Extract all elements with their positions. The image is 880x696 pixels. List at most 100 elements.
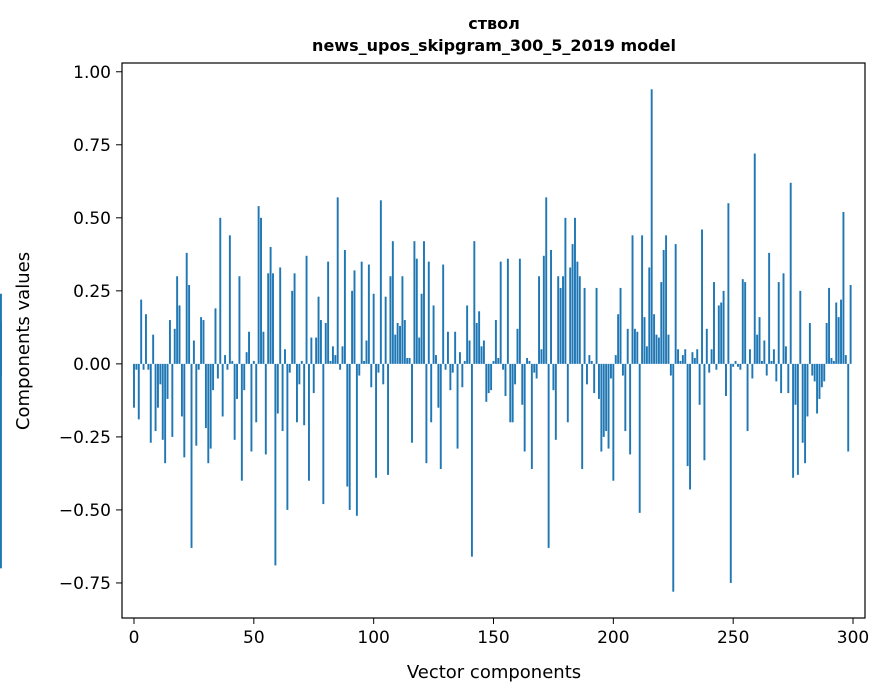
bar (708, 363, 711, 373)
bar (801, 363, 804, 443)
bar (480, 346, 483, 364)
bar (753, 153, 756, 364)
bar (775, 363, 778, 382)
bar (375, 363, 378, 478)
bar (679, 360, 682, 364)
bar (384, 296, 387, 364)
bar (286, 363, 289, 510)
bar (355, 363, 358, 516)
bar (518, 258, 521, 364)
bar (171, 363, 174, 437)
bar (677, 349, 680, 364)
bar (423, 241, 425, 364)
bar (828, 287, 831, 364)
bar (770, 360, 773, 364)
bar (662, 249, 665, 364)
bar (842, 211, 845, 364)
bar (252, 360, 255, 364)
bar (255, 363, 258, 423)
bar (566, 363, 569, 423)
bar (557, 276, 560, 364)
bar (590, 360, 593, 364)
x-tick-label: 300 (837, 628, 869, 648)
bar (533, 363, 536, 373)
bar (303, 363, 306, 426)
bar (276, 363, 279, 414)
bar (729, 363, 732, 583)
bar (830, 358, 833, 364)
bar (777, 282, 780, 364)
bar (317, 296, 320, 364)
bar (758, 317, 761, 364)
bar (427, 261, 430, 364)
bar (188, 285, 191, 364)
bar (432, 305, 435, 364)
bar (482, 340, 485, 364)
bar (588, 355, 591, 364)
bar (343, 249, 346, 364)
bar (133, 363, 135, 408)
bar (492, 360, 495, 364)
bar (624, 363, 627, 432)
bar (612, 363, 615, 481)
bar (315, 337, 318, 364)
bar (506, 258, 509, 364)
bar (562, 276, 564, 364)
bar (154, 363, 157, 432)
bar (478, 311, 481, 364)
bar (717, 305, 720, 364)
bar (547, 363, 550, 548)
bar (367, 264, 370, 364)
bar (221, 363, 224, 417)
bar (571, 244, 574, 364)
bar (411, 363, 413, 443)
bar (319, 320, 322, 364)
bar (538, 276, 540, 364)
bar (698, 363, 701, 405)
bar (530, 363, 533, 470)
bar (665, 235, 668, 364)
bar (168, 320, 171, 364)
bar (296, 363, 298, 423)
bar (727, 203, 730, 364)
bar (485, 363, 488, 402)
bar (226, 363, 229, 370)
bar (657, 337, 660, 364)
bar (451, 363, 454, 373)
bar (648, 267, 651, 364)
bar (224, 355, 227, 364)
bar (379, 200, 382, 364)
bar (686, 363, 689, 467)
bar (494, 320, 497, 364)
bar (629, 363, 632, 455)
bar (542, 255, 545, 364)
bar (760, 360, 763, 364)
bar (156, 363, 159, 408)
bar (415, 258, 418, 364)
bar (782, 273, 785, 364)
bar (832, 360, 835, 364)
bar (279, 267, 282, 364)
bar (238, 276, 241, 364)
bar (701, 229, 703, 364)
bar (284, 349, 286, 364)
bar (600, 363, 603, 452)
bar (550, 249, 552, 364)
bar (473, 241, 476, 364)
bar (559, 287, 562, 364)
bar (787, 363, 790, 394)
bar (818, 363, 821, 399)
y-axis-ticks: −0.75 −0.50 −0.25 0.00 0.25 0.50 0.75 1.00 (59, 63, 122, 594)
bar (0, 363, 2, 569)
bar (816, 363, 819, 414)
bar (552, 363, 555, 391)
bar (756, 334, 759, 364)
bar (516, 328, 519, 364)
bar (322, 363, 325, 505)
bar (696, 349, 699, 364)
bar (161, 363, 164, 440)
bar (466, 305, 469, 364)
bar (713, 282, 715, 364)
bar (147, 363, 150, 370)
